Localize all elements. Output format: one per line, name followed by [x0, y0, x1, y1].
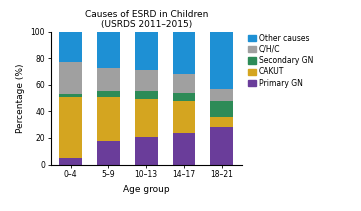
Bar — [210, 32, 233, 89]
Bar — [97, 141, 120, 165]
Bar — [97, 91, 120, 97]
X-axis label: Age group: Age group — [123, 185, 170, 194]
Bar — [59, 62, 82, 94]
Bar — [59, 32, 82, 62]
Y-axis label: Percentage (%): Percentage (%) — [16, 63, 25, 133]
Bar — [59, 158, 82, 165]
Bar — [210, 89, 233, 101]
Bar — [173, 101, 195, 133]
Bar — [97, 97, 120, 141]
Bar — [135, 32, 157, 70]
Bar — [135, 91, 157, 99]
Bar — [135, 70, 157, 92]
Bar — [135, 99, 157, 137]
Bar — [173, 133, 195, 165]
Bar — [173, 32, 195, 74]
Bar — [210, 117, 233, 127]
Bar — [97, 32, 120, 68]
Bar — [173, 74, 195, 93]
Bar — [59, 97, 82, 158]
Title: Causes of ESRD in Children
(USRDS 2011–2015): Causes of ESRD in Children (USRDS 2011–2… — [84, 10, 208, 30]
Bar — [210, 101, 233, 117]
Bar — [173, 93, 195, 101]
Bar — [210, 127, 233, 165]
Bar — [59, 94, 82, 97]
Bar — [97, 68, 120, 92]
Bar — [135, 137, 157, 165]
Legend: Other causes, C/H/C, Secondary GN, CAKUT, Primary GN: Other causes, C/H/C, Secondary GN, CAKUT… — [248, 33, 314, 88]
